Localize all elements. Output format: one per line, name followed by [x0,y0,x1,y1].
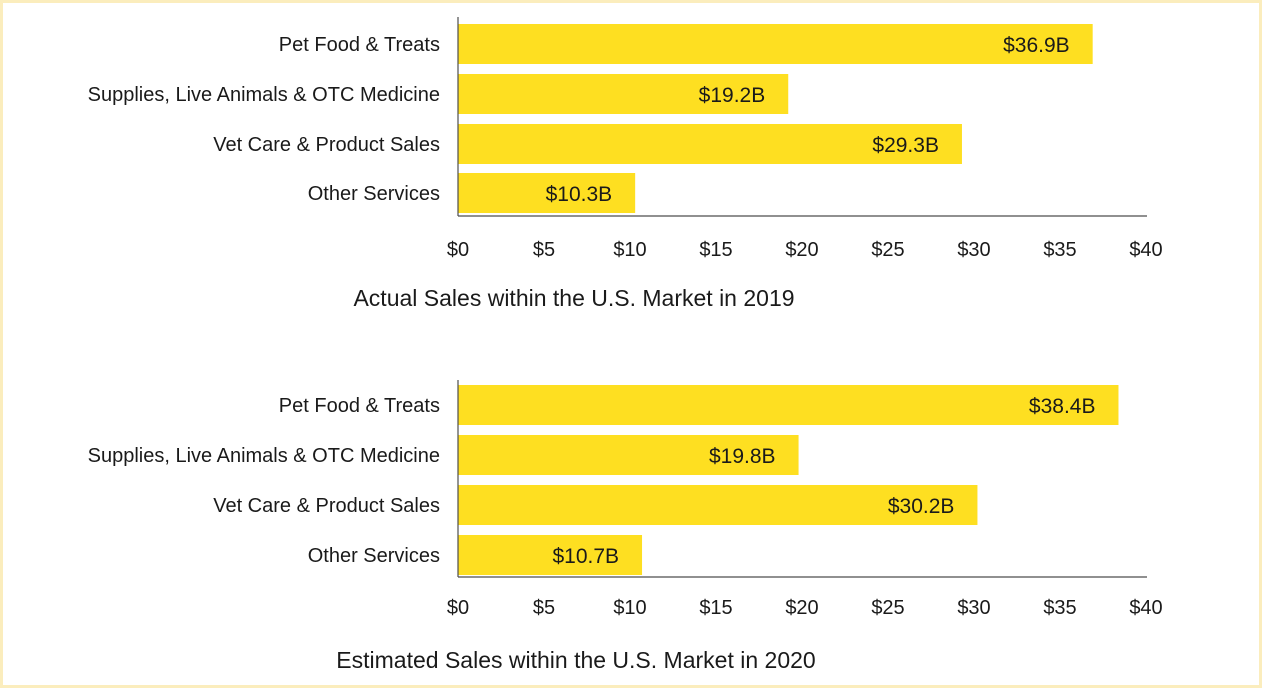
data-label: $19.2B [699,84,766,107]
x-tick-label: $15 [699,597,732,619]
x-tick-label: $40 [1129,239,1162,261]
x-tick-label: $0 [447,239,469,261]
category-label: Supplies, Live Animals & OTC Medicine [88,445,440,467]
bar [458,485,978,525]
category-label: Pet Food & Treats [279,395,440,417]
bar [458,74,789,114]
category-label: Supplies, Live Animals & OTC Medicine [88,84,440,106]
chart-title: Estimated Sales within the U.S. Market i… [336,647,815,673]
bar [458,124,962,164]
bar [458,173,636,213]
x-tick-label: $10 [613,597,646,619]
x-tick-label: $5 [533,597,555,619]
data-label: $36.9B [1003,34,1070,57]
chart-title: Actual Sales within the U.S. Market in 2… [353,285,794,311]
bar [458,24,1093,64]
data-label: $10.7B [552,545,619,568]
x-tick-label: $15 [699,239,732,261]
bar [458,535,643,575]
category-label: Other Services [308,183,440,205]
data-label: $30.2B [888,495,955,518]
x-tick-label: $30 [957,597,990,619]
x-tick-label: $30 [957,239,990,261]
data-label: $10.3B [546,183,613,206]
x-tick-label: $25 [871,239,904,261]
category-label: Pet Food & Treats [279,34,440,56]
x-tick-label: $40 [1129,597,1162,619]
category-label: Vet Care & Product Sales [213,134,440,156]
x-tick-label: $25 [871,597,904,619]
bar [458,385,1119,425]
x-tick-label: $10 [613,239,646,261]
category-label: Other Services [308,545,440,567]
category-label: Vet Care & Product Sales [213,495,440,517]
x-tick-label: $20 [785,239,818,261]
x-tick-label: $20 [785,597,818,619]
data-label: $29.3B [872,134,939,157]
x-tick-label: $35 [1043,239,1076,261]
bar [458,435,799,475]
x-tick-label: $35 [1043,597,1076,619]
x-tick-label: $0 [447,597,469,619]
data-label: $19.8B [709,445,776,468]
data-label: $38.4B [1029,395,1096,418]
x-tick-label: $5 [533,239,555,261]
